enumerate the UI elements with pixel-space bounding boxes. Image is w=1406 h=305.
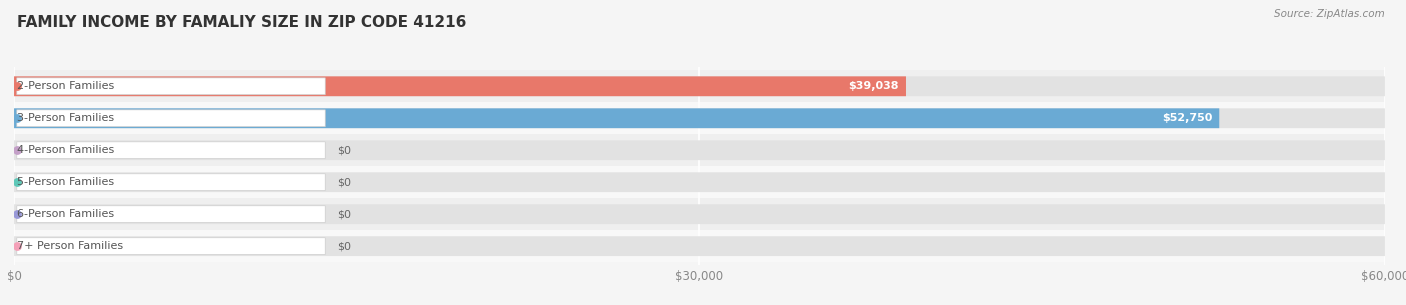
Point xyxy=(6,244,28,249)
Text: $0: $0 xyxy=(337,177,352,187)
FancyBboxPatch shape xyxy=(17,174,325,191)
Text: $39,038: $39,038 xyxy=(849,81,898,91)
Bar xyxy=(14,102,1385,134)
FancyBboxPatch shape xyxy=(17,110,325,127)
Text: $0: $0 xyxy=(337,209,352,219)
FancyBboxPatch shape xyxy=(14,108,1219,128)
FancyBboxPatch shape xyxy=(14,76,905,96)
FancyBboxPatch shape xyxy=(14,76,1385,96)
Point xyxy=(6,180,28,185)
Bar xyxy=(14,166,1385,198)
Point xyxy=(6,148,28,153)
Point xyxy=(6,212,28,217)
Bar xyxy=(14,230,1385,262)
Text: $0: $0 xyxy=(337,145,352,155)
Bar xyxy=(14,134,1385,166)
FancyBboxPatch shape xyxy=(17,206,325,223)
FancyBboxPatch shape xyxy=(14,204,1385,224)
Text: 4-Person Families: 4-Person Families xyxy=(17,145,114,155)
Text: $0: $0 xyxy=(337,241,352,251)
Text: 3-Person Families: 3-Person Families xyxy=(17,113,114,123)
Text: FAMILY INCOME BY FAMALIY SIZE IN ZIP CODE 41216: FAMILY INCOME BY FAMALIY SIZE IN ZIP COD… xyxy=(17,15,467,30)
FancyBboxPatch shape xyxy=(14,140,1385,160)
FancyBboxPatch shape xyxy=(14,236,1385,256)
Bar xyxy=(14,70,1385,102)
FancyBboxPatch shape xyxy=(14,172,1385,192)
Text: $52,750: $52,750 xyxy=(1161,113,1212,123)
Text: 5-Person Families: 5-Person Families xyxy=(17,177,114,187)
Text: 6-Person Families: 6-Person Families xyxy=(17,209,114,219)
Bar xyxy=(14,198,1385,230)
FancyBboxPatch shape xyxy=(17,78,325,95)
Point xyxy=(6,116,28,121)
Text: Source: ZipAtlas.com: Source: ZipAtlas.com xyxy=(1274,9,1385,19)
FancyBboxPatch shape xyxy=(17,142,325,159)
FancyBboxPatch shape xyxy=(14,108,1385,128)
Text: 7+ Person Families: 7+ Person Families xyxy=(17,241,122,251)
FancyBboxPatch shape xyxy=(17,238,325,255)
Point xyxy=(6,84,28,89)
Text: 2-Person Families: 2-Person Families xyxy=(17,81,114,91)
